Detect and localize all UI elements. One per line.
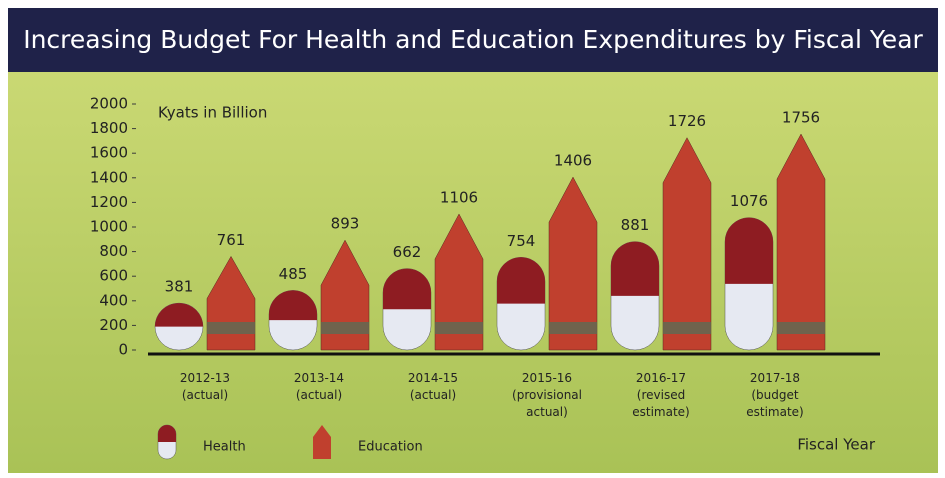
x-tick-label: 2017-18 (budget estimate) xyxy=(746,371,804,419)
pencil-band xyxy=(207,322,255,334)
legend-label: Health xyxy=(203,440,246,455)
x-tick-label: 2016-17 (revised estimate) xyxy=(632,371,690,419)
y-tick-label: 1400 xyxy=(90,168,128,186)
value-label: 1406 xyxy=(554,152,592,170)
value-label: 1726 xyxy=(668,112,706,130)
y-tick-label: 1200 xyxy=(90,193,128,211)
x-tick-label: 2012-13 (actual) xyxy=(179,371,231,402)
pencil xyxy=(548,176,598,351)
pill-cap xyxy=(725,217,774,284)
pencil-band xyxy=(435,322,483,334)
y-tick-label: 1800 xyxy=(90,119,128,137)
value-label: 1106 xyxy=(440,188,478,206)
y-tick-label: 1600 xyxy=(90,144,128,162)
y-axis-label: Kyats in Billion xyxy=(158,104,267,122)
legend-swatch-cap xyxy=(158,425,176,442)
pencil-band xyxy=(663,322,711,334)
y-tick-label: 1000 xyxy=(90,218,128,236)
x-tick-label: 2015-16 (provisional actual) xyxy=(512,371,582,419)
pencil-band xyxy=(549,322,597,334)
x-axis-label: Fiscal Year xyxy=(797,436,875,454)
value-label: 1756 xyxy=(782,109,820,127)
chart-title: Increasing Budget For Health and Educati… xyxy=(23,25,923,54)
x-tick-label: 2013-14 (actual) xyxy=(293,371,345,402)
pencil-band xyxy=(321,322,369,334)
y-tick-label: 0 xyxy=(118,341,128,359)
pill-cap xyxy=(497,257,545,304)
pill-cap xyxy=(155,303,203,327)
y-tick-label: 200 xyxy=(99,316,128,334)
value-label: 893 xyxy=(331,215,360,233)
pencil xyxy=(776,133,826,351)
y-tick-label: 2000 xyxy=(90,95,128,113)
pill-cap xyxy=(611,241,659,296)
value-label: 662 xyxy=(393,243,422,261)
pencil xyxy=(434,213,484,351)
legend-label: Education xyxy=(358,440,423,455)
value-label: 1076 xyxy=(730,192,768,210)
legend-swatch xyxy=(313,425,331,459)
y-tick-label: 600 xyxy=(99,267,128,285)
value-label: 761 xyxy=(217,231,246,249)
pill-cap xyxy=(269,290,317,321)
value-label: 381 xyxy=(165,278,194,296)
x-tick-label: 2014-15 (actual) xyxy=(407,371,459,402)
pencil xyxy=(662,137,712,351)
y-tick-label: 800 xyxy=(99,242,128,260)
value-label: 754 xyxy=(507,232,536,250)
y-tick-label: 400 xyxy=(99,291,128,309)
title-bar xyxy=(8,8,938,72)
value-label: 485 xyxy=(279,265,308,283)
pencil-band xyxy=(777,322,825,334)
value-label: 881 xyxy=(621,216,650,234)
pill-cap xyxy=(383,268,431,310)
